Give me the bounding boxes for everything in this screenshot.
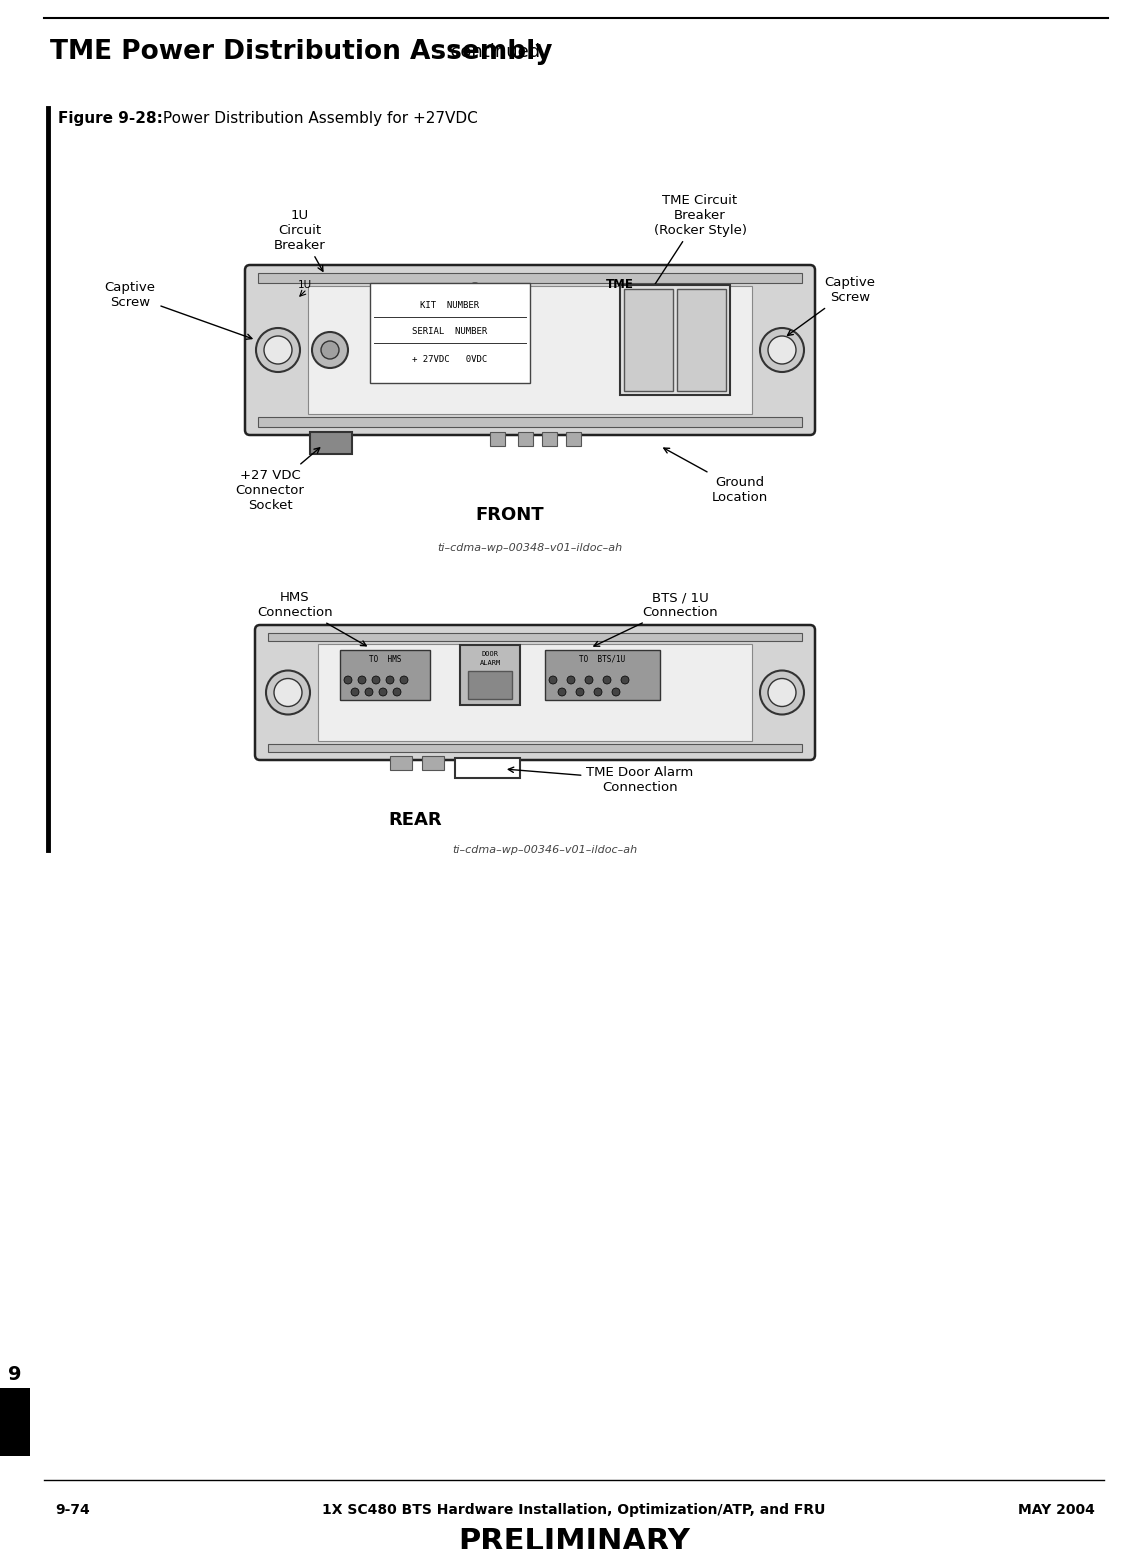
Bar [267,744,802,751]
FancyBboxPatch shape [255,624,815,761]
Bar [566,432,581,446]
Circle shape [467,283,483,299]
Text: 9-74: 9-74 [55,1503,90,1516]
Text: Captive
Screw: Captive Screw [104,280,251,339]
Circle shape [386,675,394,685]
Text: TME Circuit
Breaker
(Rocker Style): TME Circuit Breaker (Rocker Style) [651,194,746,291]
Bar [340,651,430,700]
Text: – continued: – continued [430,43,540,60]
Text: ti–cdma–wp–00348–v01–ildoc–ah: ti–cdma–wp–00348–v01–ildoc–ah [437,544,622,553]
Bar [518,432,533,446]
Text: KIT  NUMBER: KIT NUMBER [420,301,480,310]
Text: TO  BTS/1U: TO BTS/1U [580,655,626,663]
Circle shape [256,328,300,372]
Text: + 27VDC   0VDC: + 27VDC 0VDC [412,355,488,364]
Bar [318,644,752,740]
Text: ALARM: ALARM [480,660,501,666]
Bar [258,417,802,428]
Circle shape [558,688,566,696]
Text: MAY 2004: MAY 2004 [1018,1503,1095,1516]
Bar [455,757,520,778]
Circle shape [400,675,408,685]
Bar [468,671,512,699]
Circle shape [585,675,594,685]
Circle shape [393,688,401,696]
Text: BTS / 1U
Connection: BTS / 1U Connection [594,592,718,646]
Bar [390,756,412,770]
Circle shape [264,336,292,364]
Circle shape [612,688,620,696]
Text: HMS
Connection: HMS Connection [257,592,366,646]
Circle shape [760,671,804,714]
Bar [542,432,557,446]
Circle shape [549,675,557,685]
Circle shape [344,675,352,685]
Bar [310,432,352,454]
Circle shape [274,678,302,706]
Text: TO  HMS: TO HMS [369,655,401,663]
Text: +27 VDC
Connector
Socket: +27 VDC Connector Socket [235,448,319,511]
Circle shape [379,688,387,696]
Text: SERIAL  NUMBER: SERIAL NUMBER [412,327,488,336]
Circle shape [321,341,339,359]
Text: FRONT: FRONT [475,507,544,524]
Bar [267,634,802,641]
Text: PRELIMINARY: PRELIMINARY [458,1527,690,1549]
Text: REAR: REAR [388,812,442,829]
Bar [258,273,802,283]
Text: TME: TME [606,277,634,291]
Circle shape [365,688,373,696]
Text: Captive
Screw: Captive Screw [788,276,876,336]
Text: TME Door Alarm
Connection: TME Door Alarm Connection [509,767,693,795]
Bar [677,290,726,390]
Text: DOOR: DOOR [481,651,498,657]
Circle shape [768,678,796,706]
FancyBboxPatch shape [245,265,815,435]
Circle shape [594,688,602,696]
Text: TME Power Distribution Assembly: TME Power Distribution Assembly [51,39,552,65]
Text: Power Distribution Assembly for +27VDC: Power Distribution Assembly for +27VDC [158,110,478,125]
Circle shape [760,328,804,372]
Circle shape [312,331,348,369]
Circle shape [603,675,611,685]
Text: 1U: 1U [298,280,312,290]
Circle shape [621,675,629,685]
Bar [620,285,730,395]
Text: 1X SC480 BTS Hardware Installation, Optimization/ATP, and FRU: 1X SC480 BTS Hardware Installation, Opti… [323,1503,825,1516]
Bar [545,651,660,700]
Bar [422,756,444,770]
Bar [370,283,530,383]
Text: 1U
Circuit
Breaker: 1U Circuit Breaker [274,209,326,271]
Circle shape [266,671,310,714]
Bar [460,644,520,705]
Circle shape [576,688,584,696]
Bar [490,432,505,446]
Circle shape [372,675,380,685]
Circle shape [567,675,575,685]
Circle shape [768,336,796,364]
Bar [625,290,673,390]
Text: 9: 9 [8,1366,22,1385]
Text: ti–cdma–wp–00346–v01–ildoc–ah: ti–cdma–wp–00346–v01–ildoc–ah [452,846,637,855]
Text: Figure 9-28:: Figure 9-28: [59,110,163,125]
Bar [308,287,752,414]
Bar [0,1388,30,1456]
Circle shape [358,675,366,685]
Circle shape [351,688,359,696]
Text: Ground
Location: Ground Location [664,448,768,503]
